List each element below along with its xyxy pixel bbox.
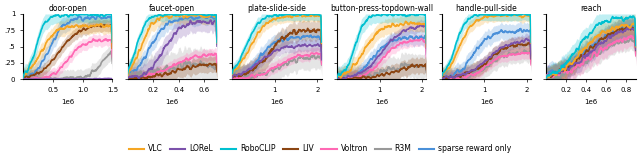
Text: 1e6: 1e6 [480, 99, 493, 105]
Text: 1e6: 1e6 [61, 99, 74, 105]
Text: 1e6: 1e6 [166, 99, 179, 105]
Title: button-press-topdown-wall: button-press-topdown-wall [330, 4, 433, 13]
Title: plate-slide-side: plate-slide-side [248, 4, 307, 13]
Title: handle-pull-side: handle-pull-side [456, 4, 517, 13]
Text: 1e6: 1e6 [271, 99, 284, 105]
Legend: VLC, LOReL, RoboCLIP, LIV, Voltron, R3M, sparse reward only: VLC, LOReL, RoboCLIP, LIV, Voltron, R3M,… [125, 141, 515, 156]
Title: reach: reach [580, 4, 602, 13]
Text: 1e6: 1e6 [375, 99, 388, 105]
Title: door-open: door-open [48, 4, 87, 13]
Text: 1e6: 1e6 [584, 99, 598, 105]
Title: faucet-open: faucet-open [149, 4, 195, 13]
